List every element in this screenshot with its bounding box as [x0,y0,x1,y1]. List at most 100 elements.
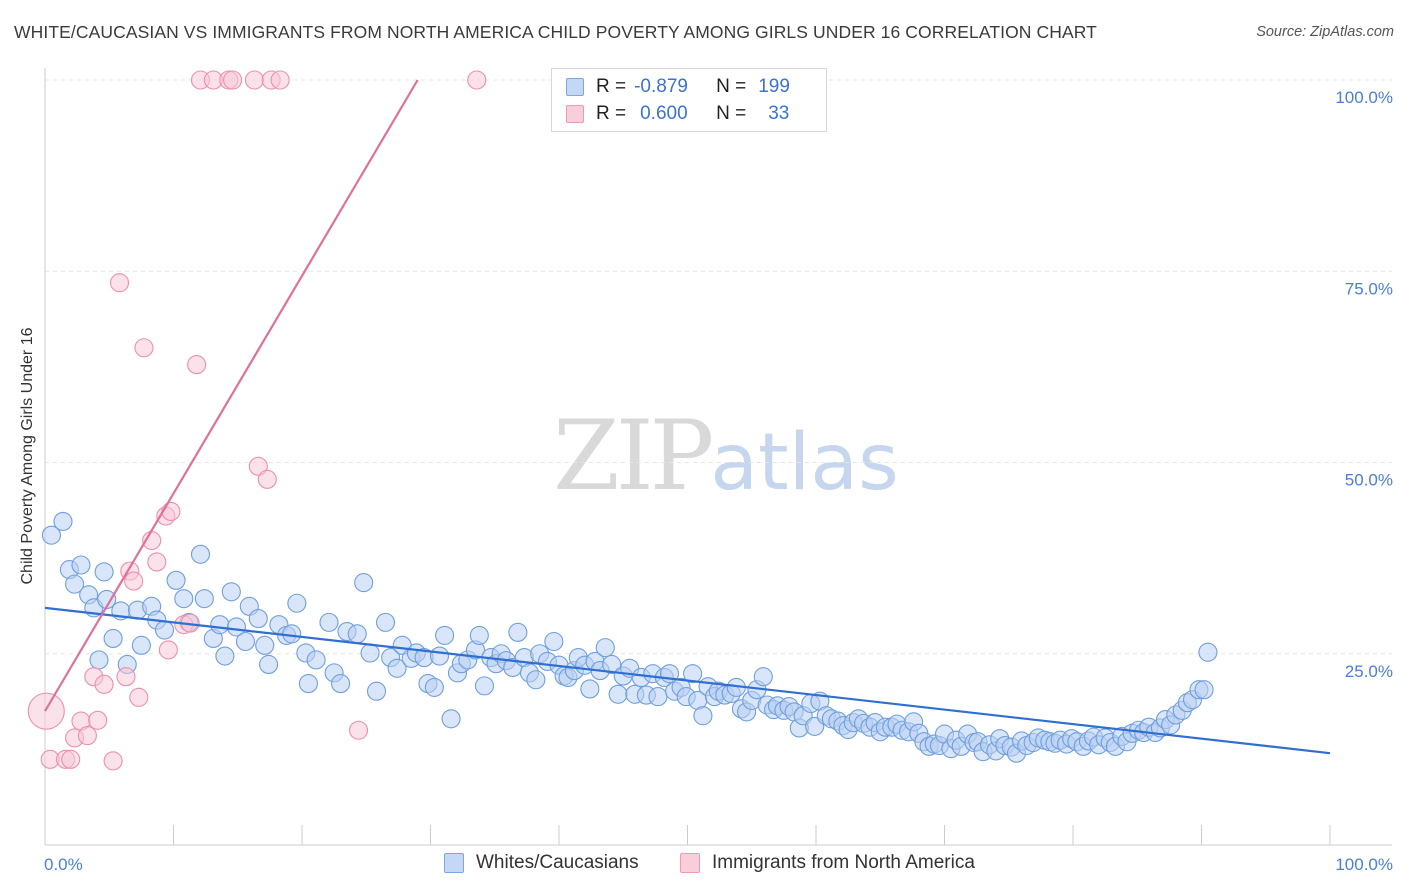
legend-r-label: R = [596,103,627,124]
whites-point [469,625,489,645]
whites-point [347,624,367,644]
whites-point [1194,680,1214,700]
legend-item-immigrants[interactable]: Immigrants from North America [680,852,975,874]
legend-item-whites[interactable]: Whites/Caucasians [444,852,639,874]
whites-point [330,674,351,694]
whites-point [360,643,380,663]
whites-point [306,650,326,670]
whites-point [366,681,387,701]
whites-point [174,589,194,609]
whites-point [508,622,528,642]
whites-point [131,635,151,655]
whites-point [103,628,123,649]
correlation-legend: R = -0.879 N = 199 R = 0.600 N = 33 [551,68,827,132]
whites-point [526,670,546,690]
immigrants-point [223,70,243,90]
immigrants-point [270,70,290,90]
whites-point [683,664,703,684]
whites-point [544,631,564,652]
watermark-zip: ZIP [553,400,714,512]
immigrants-point [187,355,207,375]
whites-point [94,562,114,582]
whites-point [166,570,186,590]
whites-point [441,709,461,729]
whites-point [259,654,279,675]
whites-point [154,620,175,640]
whites-trend-line [44,606,1331,755]
whites-point [429,646,450,666]
watermark: ZIPatlas [553,400,899,512]
immigrants-point [61,749,81,769]
whites-point [65,574,85,594]
whites-point [648,687,668,707]
immigrants-point [134,338,154,358]
whites-point [282,624,302,644]
immigrants-point [88,710,108,730]
immigrants-trend-line [44,79,419,712]
immigrants-point [116,667,136,687]
immigrants-point [248,456,268,476]
whites-point [298,674,318,694]
whites-point [435,625,455,645]
legend-n-value: 199 [758,76,790,97]
whites-point [1198,642,1218,662]
whites-point [693,706,713,726]
legend-r-value: 0.600 [640,103,688,124]
immigrants-point [244,70,265,90]
immigrants-point [77,726,97,746]
whites-point [89,650,109,670]
whites-point [580,679,600,699]
immigrants-point [103,751,123,771]
legend-swatch-whites [444,853,464,873]
whites-point [194,589,214,609]
legend-n-label: N = [716,76,747,97]
legend-r-label: R = [596,76,627,97]
y-tick-label: 75.0% [1345,279,1393,298]
whites-point [190,544,211,564]
x-tick-label: 0.0% [44,855,83,874]
whites-point [287,593,307,613]
whites-point [424,677,444,697]
legend-n-value: 33 [768,103,790,124]
legend-r-value: -0.879 [634,76,688,97]
immigrants-point [109,273,130,293]
whites-point [255,635,275,655]
legend-swatch-immigrants [680,853,700,873]
legend-row-whites: R = -0.879 N = 199 [566,75,790,99]
legend-swatch-whites [566,78,584,96]
whites-point [210,615,230,635]
whites-point [235,631,256,652]
immigrants-point [124,571,144,591]
y-tick-label: 100.0% [1335,88,1393,107]
legend-label-immigrants: Immigrants from North America [712,852,975,873]
whites-point [226,617,247,637]
source-label: Source: ZipAtlas.com [1256,24,1394,40]
legend-swatch-immigrants [566,105,584,123]
immigrants-point [94,674,114,694]
series-legend: Whites/Caucasians Immigrants from North … [0,852,1406,878]
legend-row-immigrants: R = 0.600 N = 33 [566,102,789,126]
immigrants-point [467,70,487,90]
chart-title: WHITE/CAUCASIAN VS IMMIGRANTS FROM NORTH… [14,22,1097,42]
immigrants-point [348,720,369,740]
immigrants-point [129,687,149,707]
whites-point [215,646,235,666]
whites-point [41,525,61,545]
whites-point [474,676,495,696]
whites-point [608,684,628,704]
whites-point [375,612,396,632]
whites-point [221,582,241,602]
whites-point [319,612,339,632]
whites-point [354,573,374,593]
immigrants-point [257,469,277,489]
y-tick-label: 50.0% [1345,471,1393,490]
y-tick-label: 25.0% [1345,662,1393,681]
immigrants-point [27,692,65,730]
whites-point [753,667,773,687]
whites-point [248,609,268,629]
whites-point [387,658,407,678]
legend-label-whites: Whites/Caucasians [476,852,639,873]
whites-point [595,638,615,658]
immigrants-point [147,552,167,572]
